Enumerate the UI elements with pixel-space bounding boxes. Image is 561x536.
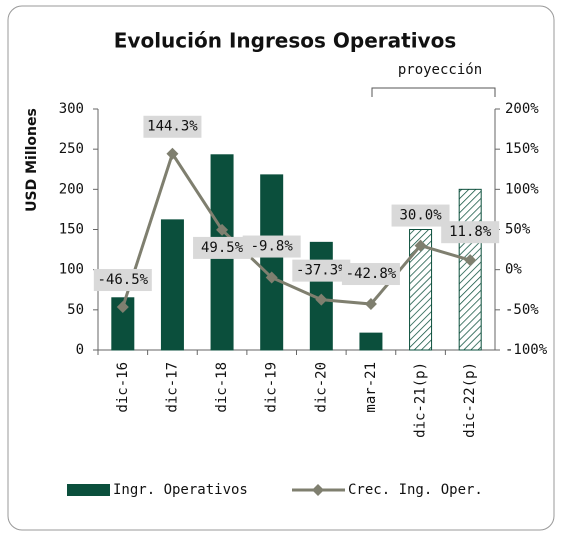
data-label: -37.3% [296,263,347,279]
marker [414,239,427,252]
y2-tick-label: 0% [505,262,522,278]
x-tick-label: dic-21(p) [413,362,429,438]
data-label-box [242,235,301,258]
data-label: -46.5% [98,272,149,288]
bar [409,229,433,351]
data-label: 144.3% [147,119,198,135]
data-label-box [441,221,500,244]
bar [359,332,383,351]
y-tick-label: 100 [59,262,84,278]
y-tick-label: 200 [59,181,84,197]
y2-tick-label: -50% [505,302,539,318]
bar [458,188,482,351]
marker [265,271,278,284]
data-label-box [93,269,152,292]
y2-tick-label: 150% [505,141,539,157]
y-tick-label: 300 [59,101,84,117]
data-label-box [292,259,351,282]
x-tick-label: dic-18 [214,362,230,413]
y-tick-label: 150 [59,222,84,238]
data-label: -42.8% [346,266,397,282]
y-tick-label: 50 [67,302,84,318]
data-label: -9.8% [251,239,294,255]
data-label-box [143,115,202,138]
y-tick-label: 0 [76,342,84,358]
y-tick-label: 250 [59,141,84,157]
marker [216,223,229,236]
x-tick-label: mar-21 [363,362,379,413]
data-label: 49.5% [201,240,244,256]
data-label-box [193,236,252,259]
data-label: 11.8% [449,224,492,240]
marker [315,293,328,306]
legend-swatch [67,484,110,496]
bar [111,297,135,351]
data-label-box [341,263,400,286]
bar [160,219,184,351]
y2-tick-label: -100% [505,342,548,358]
x-tick-label: dic-22(p) [462,362,478,438]
line [121,150,471,308]
projection-bracket [371,87,496,97]
data-label-box [391,204,450,227]
x-tick-label: dic-20 [313,362,329,413]
y-axis-label: USD Millones [24,108,40,212]
y2-tick-label: 100% [505,181,539,197]
marker [364,298,377,311]
legend-label: Crec. Ing. Oper. [348,482,483,498]
x-tick-label: dic-16 [115,362,131,413]
annotation: proyección [398,62,482,78]
x-tick-label: dic-17 [164,362,180,413]
chart-title: Evolución Ingresos Operativos [114,29,456,53]
data-label: 30.0% [399,208,442,224]
legend-marker [312,484,324,496]
marker [166,147,179,160]
y2-tick-label: 50% [505,222,531,238]
marker [464,254,477,267]
marker [116,301,129,314]
x-tick-label: dic-19 [264,362,280,413]
bar [260,174,284,351]
y2-tick-label: 200% [505,101,539,117]
legend-label: Ingr. Operativos [113,482,248,498]
